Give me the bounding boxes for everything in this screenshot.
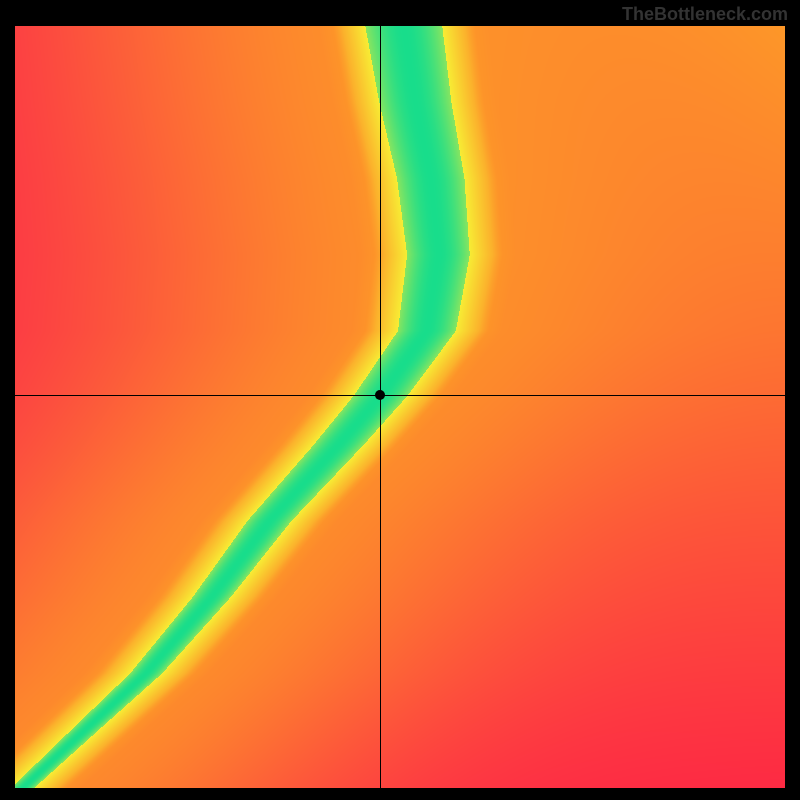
watermark-text: TheBottleneck.com xyxy=(622,4,788,25)
heatmap-canvas xyxy=(15,26,785,788)
bottleneck-heatmap xyxy=(15,26,785,788)
